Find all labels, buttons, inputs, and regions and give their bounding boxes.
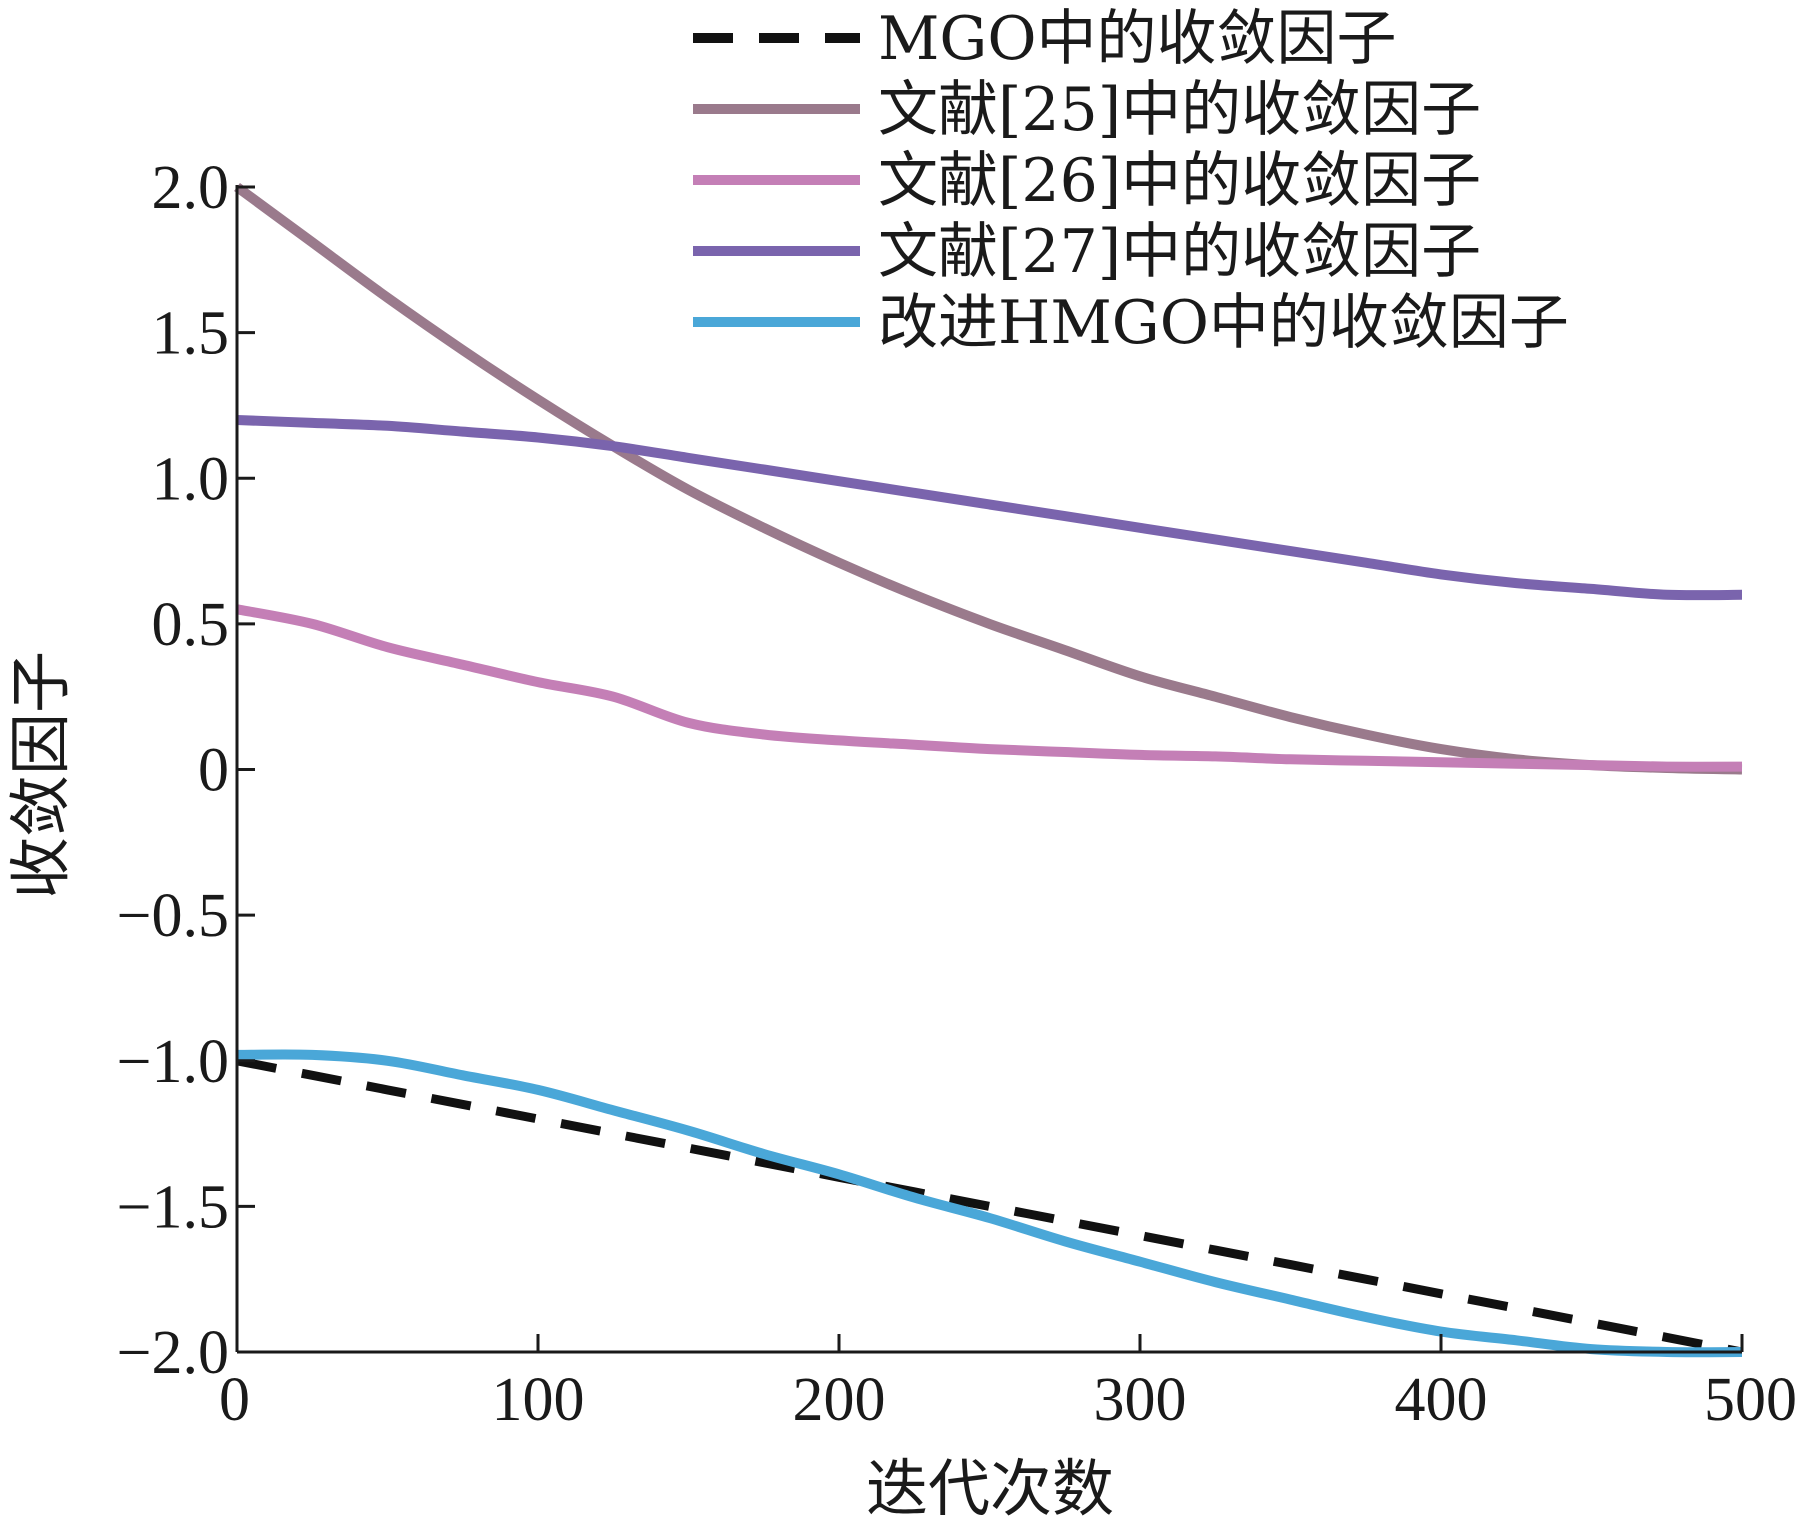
y-tick-label: 1.5 [152,300,230,368]
series-line-5 [236,1049,1743,1358]
series-line-3 [236,604,1743,772]
series-line-4 [236,415,1743,601]
legend-label: 改进HMGO中的收敛因子 [878,288,1569,358]
y-tick-label: 1.0 [152,445,230,513]
x-tick-label: 0 [219,1366,250,1434]
x-tick-label: 100 [492,1366,585,1434]
x-axis-title: 迭代次数 [866,1452,1114,1525]
legend-label: 文献[27]中的收敛因子 [878,217,1481,287]
y-tick-label: −2.0 [117,1319,229,1387]
y-tick-label: 0 [198,737,229,805]
x-tick-label: 200 [793,1366,886,1434]
y-tick-label: 2.0 [152,154,230,222]
x-tick-label: 400 [1395,1366,1488,1434]
series-line-1 [236,1056,1743,1357]
y-tick-label: 0.5 [152,591,230,659]
y-tick-label: −1.5 [117,1173,229,1241]
y-axis-title: 收敛因子 [4,651,77,899]
series-line-2 [234,182,1743,775]
x-tick-label: 300 [1094,1366,1187,1434]
y-tick-label: −0.5 [117,882,229,950]
y-tick-label: −1.0 [117,1028,229,1096]
legend-label: MGO中的收敛因子 [878,4,1397,74]
axes: −2.0 −1.5 −1.0 −0.5 0 0.5 1.0 1.5 2.0 0 100 200 300 4… [117,154,1797,1434]
legend-label: 文献[26]中的收敛因子 [878,146,1481,216]
legend-label: 文献[25]中的收敛因子 [878,75,1481,145]
x-tick-label: 500 [1704,1366,1797,1434]
legend: MGO中的收敛因子文献[25]中的收敛因子文献[26]中的收敛因子文献[27]中… [693,4,1569,358]
plot-lines [234,182,1743,1358]
